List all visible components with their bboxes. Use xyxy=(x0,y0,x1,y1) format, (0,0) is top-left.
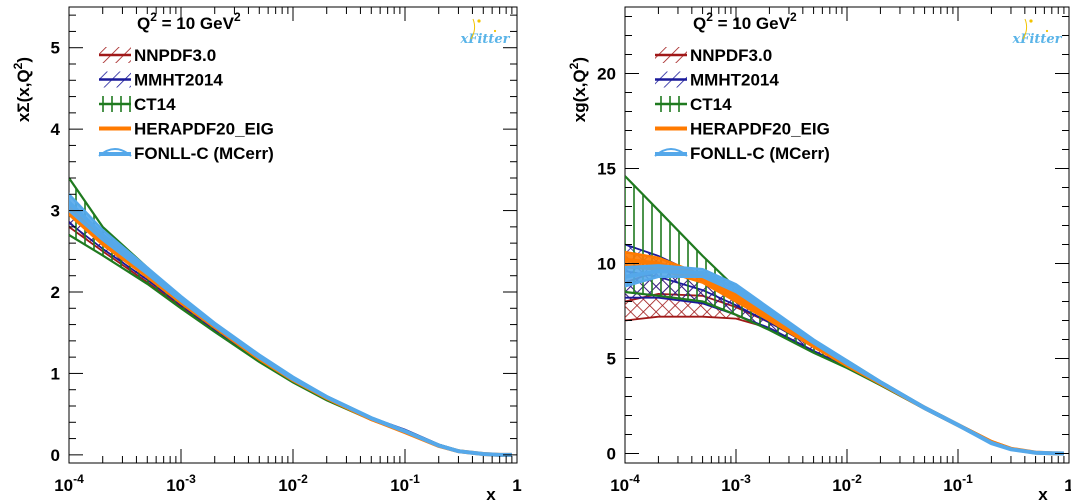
band-lower xyxy=(625,296,1064,455)
legend-label: CT14 xyxy=(134,95,176,114)
legend-label: CT14 xyxy=(690,95,732,114)
central-line xyxy=(69,200,512,457)
legend-item-herapdf20eig: HERAPDF20_EIG xyxy=(99,120,274,139)
y-tick-label: 0 xyxy=(51,446,60,465)
x-tick-label: 10-3 xyxy=(166,472,196,495)
x-tick-label: 10-3 xyxy=(721,472,751,495)
legend-item-nnpdf30: NNPDF3.0 xyxy=(655,46,772,65)
series-mmht2014 xyxy=(69,205,512,456)
series-herapdf20eig xyxy=(69,204,512,457)
logo-star-icon xyxy=(493,29,497,33)
band-upper xyxy=(69,177,512,456)
central-line xyxy=(69,213,512,456)
legend-item-mmht2014: MMHT2014 xyxy=(655,71,779,90)
error-band-cross xyxy=(69,202,512,455)
legend-label: FONLL-C (MCerr) xyxy=(134,144,274,163)
y-tick-label: 4 xyxy=(51,120,61,139)
xfitter-logo: xFitter xyxy=(1011,18,1063,47)
logo-star-trail xyxy=(470,18,476,40)
x-tick-label: 10-1 xyxy=(390,472,420,495)
x-tick-label: 1 xyxy=(1064,476,1071,495)
series-layer xyxy=(625,175,1064,456)
y-axis: 0 5 10 15 20 xg(x,Q2) xyxy=(567,16,1069,464)
y-axis-title: xg(x,Q2) xyxy=(567,57,589,122)
y-tick-label: 3 xyxy=(51,202,60,221)
x-tick-label: 10-4 xyxy=(610,472,640,495)
x-axis-title: x xyxy=(486,485,496,504)
legend-label: NNPDF3.0 xyxy=(134,46,216,65)
legend: NNPDF3.0 MMHT2014 CT14 HERAPDF20_EIG FONLL-C… xyxy=(654,46,830,163)
y-tick-label: 1 xyxy=(51,364,60,383)
y-axis: 0 1 2 3 4 5 xΣ(x,Q2) xyxy=(11,14,517,465)
logo-star-trail xyxy=(1022,18,1028,40)
series-fonllcmcerr xyxy=(69,192,512,457)
error-band xyxy=(69,204,512,457)
xfitter-logo-text: xFitter xyxy=(459,32,510,47)
x-axis: 10-4 10-3 10-2 10-1 1x xyxy=(54,7,522,504)
legend-item-fonllcmcerr: FONLL-C (MCerr) xyxy=(98,144,274,163)
y-tick-label: 5 xyxy=(51,39,60,58)
y-tick-label: 2 xyxy=(51,283,60,302)
legend-item-ct14: CT14 xyxy=(99,95,176,114)
y-tick-label: 0 xyxy=(607,445,616,464)
central-line xyxy=(69,213,512,456)
x-axis: 10-4 10-3 10-2 10-1 1x xyxy=(610,7,1071,504)
band-upper xyxy=(69,205,512,456)
band-upper xyxy=(69,201,512,456)
x-tick-label: 1 xyxy=(512,476,521,495)
logo-star-icon xyxy=(1045,29,1049,33)
x-tick-label: 10-1 xyxy=(943,472,973,495)
logo-star-icon xyxy=(1029,19,1033,23)
error-band xyxy=(69,206,512,455)
x-tick-label: 10-2 xyxy=(832,472,862,495)
series-ct14 xyxy=(69,177,512,456)
q2-annotation: Q2 = 10 GeV2 xyxy=(693,10,797,33)
central-line xyxy=(69,209,512,457)
y-tick-label: 10 xyxy=(597,255,616,274)
legend-label: FONLL-C (MCerr) xyxy=(690,144,830,163)
error-band-cross xyxy=(69,206,512,455)
logo-star-icon xyxy=(477,19,481,23)
legend-label: NNPDF3.0 xyxy=(690,46,772,65)
y-axis-title: xΣ(x,Q2) xyxy=(11,57,33,122)
legend-item-herapdf20eig: HERAPDF20_EIG xyxy=(655,120,830,139)
error-band xyxy=(69,178,512,455)
central-line xyxy=(625,292,1064,455)
legend-item-mmht2014: MMHT2014 xyxy=(99,71,223,90)
legend-item-ct14: CT14 xyxy=(655,95,732,114)
xfitter-logo-text: xFitter xyxy=(1011,32,1062,47)
y-tick-label: 5 xyxy=(607,350,616,369)
legend-label: MMHT2014 xyxy=(690,71,779,90)
central-line xyxy=(625,269,1064,456)
right-panel-xg: 10-4 10-3 10-2 10-1 1x 0 5 10 15 20 xg(x,Q2) Q2 = 1… xyxy=(567,6,1071,504)
x-axis-title: x xyxy=(1038,485,1048,504)
x-tick-label: 10-4 xyxy=(54,472,84,495)
legend-label: HERAPDF20_EIG xyxy=(134,120,274,139)
y-tick-label: 15 xyxy=(597,160,616,179)
q2-annotation: Q2 = 10 GeV2 xyxy=(137,10,241,33)
series-nnpdf30 xyxy=(69,201,512,456)
y-tick-label: 20 xyxy=(597,65,616,84)
xfitter-logo: xFitter xyxy=(459,18,511,47)
error-band xyxy=(69,202,512,455)
x-tick-label: 10-2 xyxy=(278,472,308,495)
legend-label: HERAPDF20_EIG xyxy=(690,120,830,139)
legend: NNPDF3.0 MMHT2014 CT14 HERAPDF20_EIG FONLL-C… xyxy=(98,46,274,163)
legend-item-nnpdf30: NNPDF3.0 xyxy=(99,46,216,65)
legend-label: MMHT2014 xyxy=(134,71,223,90)
series-layer xyxy=(69,177,512,457)
band-lower xyxy=(625,315,1064,455)
error-band xyxy=(69,192,512,457)
legend-item-fonllcmcerr: FONLL-C (MCerr) xyxy=(654,144,830,163)
